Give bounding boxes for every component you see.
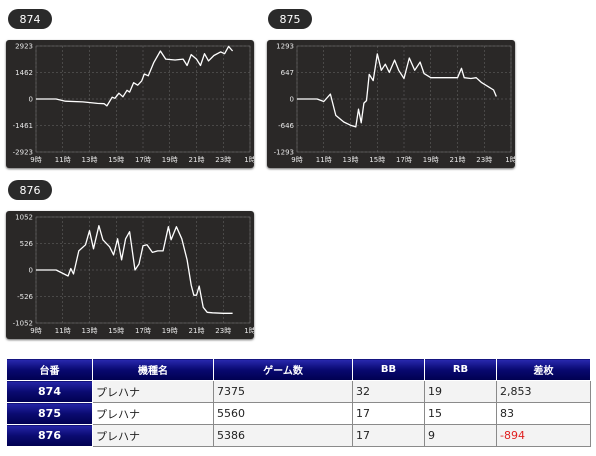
table-row: 876 プレハナ 5386 17 9 -894 — [6, 424, 591, 447]
rb-cell: 9 — [424, 424, 497, 447]
y-tick-label: -1293 — [274, 149, 294, 157]
graph-panel-875: 1293 647 0 -646 -1293 9時 11時 13時 15時 17時 19時 21時 23時… — [267, 40, 515, 168]
machine-number-cell[interactable]: 876 — [6, 424, 93, 447]
machine-badge-874: 874 — [8, 9, 52, 29]
x-tick-label: 23時 — [215, 156, 231, 164]
x-tick-label: 9時 — [30, 327, 41, 335]
x-tick-label: 1時 — [244, 327, 254, 335]
y-tick-label: 2923 — [15, 43, 33, 51]
series-line — [36, 225, 233, 314]
y-tick-label: -1052 — [13, 320, 33, 328]
bb-cell: 32 — [352, 380, 425, 403]
machine-number-cell[interactable]: 874 — [6, 380, 93, 403]
game-count-cell: 5386 — [213, 424, 353, 447]
y-tick-label: 1293 — [276, 43, 294, 51]
x-tick-label: 9時 — [30, 156, 41, 164]
table-header-row: 台番 機種名 ゲーム数 BB RB 差枚 — [6, 358, 591, 381]
table-row: 875 プレハナ 5560 17 15 83 — [6, 402, 591, 425]
x-tick-label: 1時 — [244, 156, 254, 164]
x-tick-label: 13時 — [82, 327, 98, 335]
model-name-cell: プレハナ — [92, 424, 214, 447]
x-tick-label: 21時 — [450, 156, 466, 164]
header-bb: BB — [352, 358, 425, 381]
bb-cell: 17 — [352, 424, 425, 447]
series-line — [36, 45, 234, 107]
header-difference: 差枚 — [496, 358, 591, 381]
header-model-name: 機種名 — [92, 358, 214, 381]
bb-cell: 17 — [352, 402, 425, 425]
x-tick-label: 15時 — [108, 156, 124, 164]
graph-panel-874: 2923 1462 0 -1461 -2923 9時 11時 13時 15時 17時 19時 21時 2… — [6, 40, 254, 168]
x-tick-label: 17時 — [135, 156, 151, 164]
machine-badge-875: 875 — [268, 9, 312, 29]
y-tick-label: -1461 — [13, 122, 33, 130]
slot-data-table: 台番 機種名 ゲーム数 BB RB 差枚 874 プレハナ 7375 32 19… — [6, 358, 591, 447]
x-tick-label: 1時 — [505, 156, 515, 164]
y-tick-label: 0 — [290, 96, 294, 104]
x-tick-label: 15時 — [108, 327, 124, 335]
game-count-cell: 7375 — [213, 380, 353, 403]
x-tick-label: 19時 — [162, 156, 178, 164]
x-tick-label: 17時 — [135, 327, 151, 335]
series-line — [297, 53, 497, 128]
header-game-count: ゲーム数 — [213, 358, 353, 381]
y-tick-label: 1052 — [15, 214, 33, 222]
x-tick-label: 11時 — [316, 156, 332, 164]
x-tick-label: 19時 — [162, 327, 178, 335]
rb-cell: 19 — [424, 380, 497, 403]
table-row: 874 プレハナ 7375 32 19 2,853 — [6, 380, 591, 403]
x-tick-label: 23時 — [215, 327, 231, 335]
x-tick-label: 13時 — [343, 156, 359, 164]
model-name-cell: プレハナ — [92, 402, 214, 425]
y-tick-label: 1462 — [15, 69, 33, 77]
x-tick-label: 17時 — [396, 156, 412, 164]
header-rb: RB — [424, 358, 497, 381]
difference-cell: 2,853 — [496, 380, 591, 403]
x-tick-label: 11時 — [55, 156, 71, 164]
machine-badge-876: 876 — [8, 180, 52, 200]
x-tick-label: 9時 — [291, 156, 302, 164]
x-tick-label: 23時 — [476, 156, 492, 164]
rb-cell: 15 — [424, 402, 497, 425]
x-tick-label: 13時 — [82, 156, 98, 164]
header-machine-number: 台番 — [6, 358, 93, 381]
x-tick-label: 19時 — [423, 156, 439, 164]
machine-number-cell[interactable]: 875 — [6, 402, 93, 425]
y-tick-label: 526 — [20, 240, 34, 248]
y-tick-label: -526 — [17, 293, 33, 301]
difference-cell: -894 — [496, 424, 591, 447]
x-tick-label: 15時 — [369, 156, 385, 164]
y-tick-label: 647 — [281, 69, 294, 77]
graph-panel-876: 1052 526 0 -526 -1052 9時 11時 13時 15時 17時 19時 21時 23時… — [6, 211, 254, 339]
x-tick-label: 21時 — [189, 327, 205, 335]
model-name-cell: プレハナ — [92, 380, 214, 403]
y-tick-label: 0 — [29, 96, 33, 104]
y-tick-label: -2923 — [13, 149, 33, 157]
difference-cell: 83 — [496, 402, 591, 425]
x-tick-label: 11時 — [55, 327, 71, 335]
y-tick-label: -646 — [278, 122, 294, 130]
game-count-cell: 5560 — [213, 402, 353, 425]
y-tick-label: 0 — [29, 267, 33, 275]
x-tick-label: 21時 — [189, 156, 205, 164]
